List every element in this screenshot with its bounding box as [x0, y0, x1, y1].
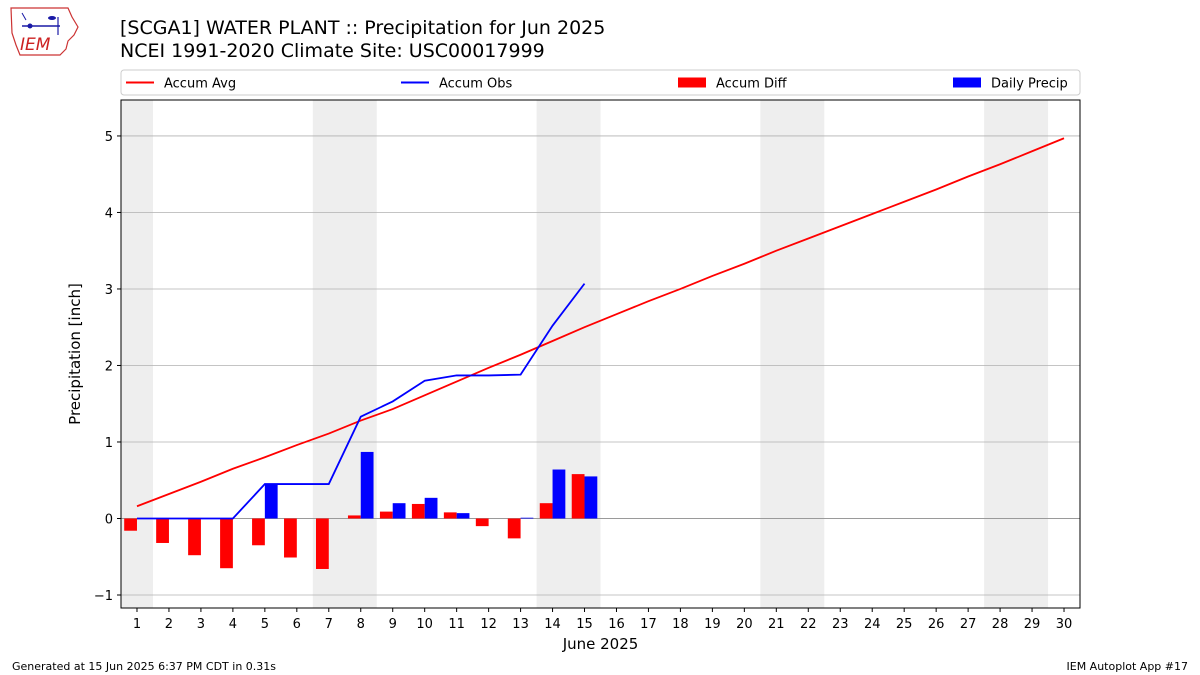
y-tick-label: 1 [105, 436, 113, 451]
legend-bar-swatch [953, 77, 981, 88]
footer-generated: Generated at 15 Jun 2025 6:37 PM CDT in … [12, 660, 277, 673]
weekend-shading [121, 100, 1049, 608]
accum-diff-bar [507, 518, 521, 539]
x-tick-label: 29 [1024, 617, 1041, 632]
x-tick-label: 27 [960, 617, 977, 632]
iem-logo: IEM [10, 7, 79, 56]
y-tick-label: −1 [94, 589, 113, 604]
x-tick-label: 6 [293, 617, 301, 632]
x-tick-label: 15 [576, 617, 593, 632]
x-tick-label: 26 [928, 617, 945, 632]
accum-diff-bar [124, 518, 137, 531]
x-tick-label: 19 [704, 617, 721, 632]
bars [124, 451, 598, 569]
logo-text: IEM [20, 35, 51, 55]
x-tick-label: 21 [768, 617, 785, 632]
y-tick-label: 0 [105, 512, 113, 527]
accum-diff-bar [443, 512, 457, 519]
daily-precip-bar [456, 513, 470, 519]
daily-precip-bar [360, 451, 374, 519]
y-tick-label: 3 [105, 283, 113, 298]
legend-label: Daily Precip [991, 77, 1068, 92]
accum-avg-line [136, 137, 1065, 508]
chart-title: [SCGA1] WATER PLANT :: Precipitation for… [120, 17, 605, 63]
y-axis-ticks: −1 0 1 2 3 4 5 [94, 130, 121, 604]
y-tick-label: 5 [105, 130, 113, 145]
x-tick-label: 30 [1056, 617, 1073, 632]
legend: Accum Avg Accum Obs Accum Diff Daily Precip [120, 69, 1081, 96]
daily-precip-bar [552, 469, 566, 519]
x-axis-ticks: 1 2 3 4 5 6 7 8 9 10 11 12 13 14 15 16 17 18 19 20 21 22 23 24 2… [133, 608, 1072, 632]
legend-bar-swatch [678, 77, 706, 88]
x-tick-label: 16 [608, 617, 625, 632]
legend-label: Accum Avg [164, 77, 236, 92]
daily-precip-bar [264, 484, 278, 519]
x-tick-label: 2 [165, 617, 173, 632]
title-line-1: [SCGA1] WATER PLANT :: Precipitation for… [120, 17, 606, 39]
x-tick-label: 20 [736, 617, 753, 632]
y-tick-label: 2 [105, 359, 113, 374]
x-tick-label: 3 [197, 617, 205, 632]
y-tick-label: 4 [105, 206, 113, 221]
daily-precip-bar [584, 476, 598, 519]
weekend-band [760, 100, 825, 608]
accum-diff-bar [475, 518, 489, 527]
x-tick-label: 9 [389, 617, 397, 632]
legend-label: Accum Obs [439, 77, 512, 92]
plot-frame [120, 99, 1081, 609]
x-tick-label: 7 [325, 617, 333, 632]
x-tick-label: 1 [133, 617, 141, 632]
footer-app: IEM Autoplot App #17 [1066, 660, 1189, 673]
accum-diff-bar [252, 518, 265, 546]
x-tick-label: 22 [800, 617, 817, 632]
y-axis-label: Precipitation [inch] [66, 283, 84, 425]
accum-diff-bar [315, 518, 329, 569]
accum-diff-bar [539, 503, 553, 519]
x-tick-label: 14 [544, 617, 561, 632]
daily-precip-bar [424, 497, 438, 519]
daily-precip-bar [520, 517, 534, 519]
x-tick-label: 4 [229, 617, 237, 632]
x-tick-label: 25 [896, 617, 913, 632]
daily-precip-bar [392, 503, 406, 519]
accum-diff-bar [411, 503, 425, 519]
weekend-band [536, 100, 601, 608]
weekend-band [984, 100, 1049, 608]
x-tick-label: 8 [357, 617, 365, 632]
legend-label: Accum Diff [716, 77, 788, 92]
accum-obs-line [136, 283, 586, 520]
accum-diff-bar [188, 518, 201, 556]
x-axis-label: June 2025 [562, 635, 639, 653]
x-tick-label: 28 [992, 617, 1009, 632]
accum-diff-bar [220, 518, 233, 569]
x-tick-label: 18 [672, 617, 689, 632]
x-tick-label: 5 [261, 617, 269, 632]
x-tick-label: 23 [832, 617, 849, 632]
x-tick-label: 13 [512, 617, 529, 632]
accum-diff-bar [284, 518, 297, 558]
legend-box [120, 69, 1081, 96]
accum-diff-bar [347, 515, 361, 519]
x-tick-label: 17 [640, 617, 657, 632]
x-tick-label: 12 [480, 617, 497, 632]
accum-diff-bar [156, 518, 169, 543]
x-tick-label: 24 [864, 617, 881, 632]
x-tick-label: 10 [416, 617, 433, 632]
title-line-2: NCEI 1991-2020 Climate Site: USC00017999 [120, 40, 545, 62]
x-tick-label: 11 [448, 617, 465, 632]
accum-diff-bar [379, 511, 393, 519]
accum-diff-bar [571, 474, 585, 519]
weekend-band [121, 100, 153, 608]
lines [136, 137, 1065, 520]
